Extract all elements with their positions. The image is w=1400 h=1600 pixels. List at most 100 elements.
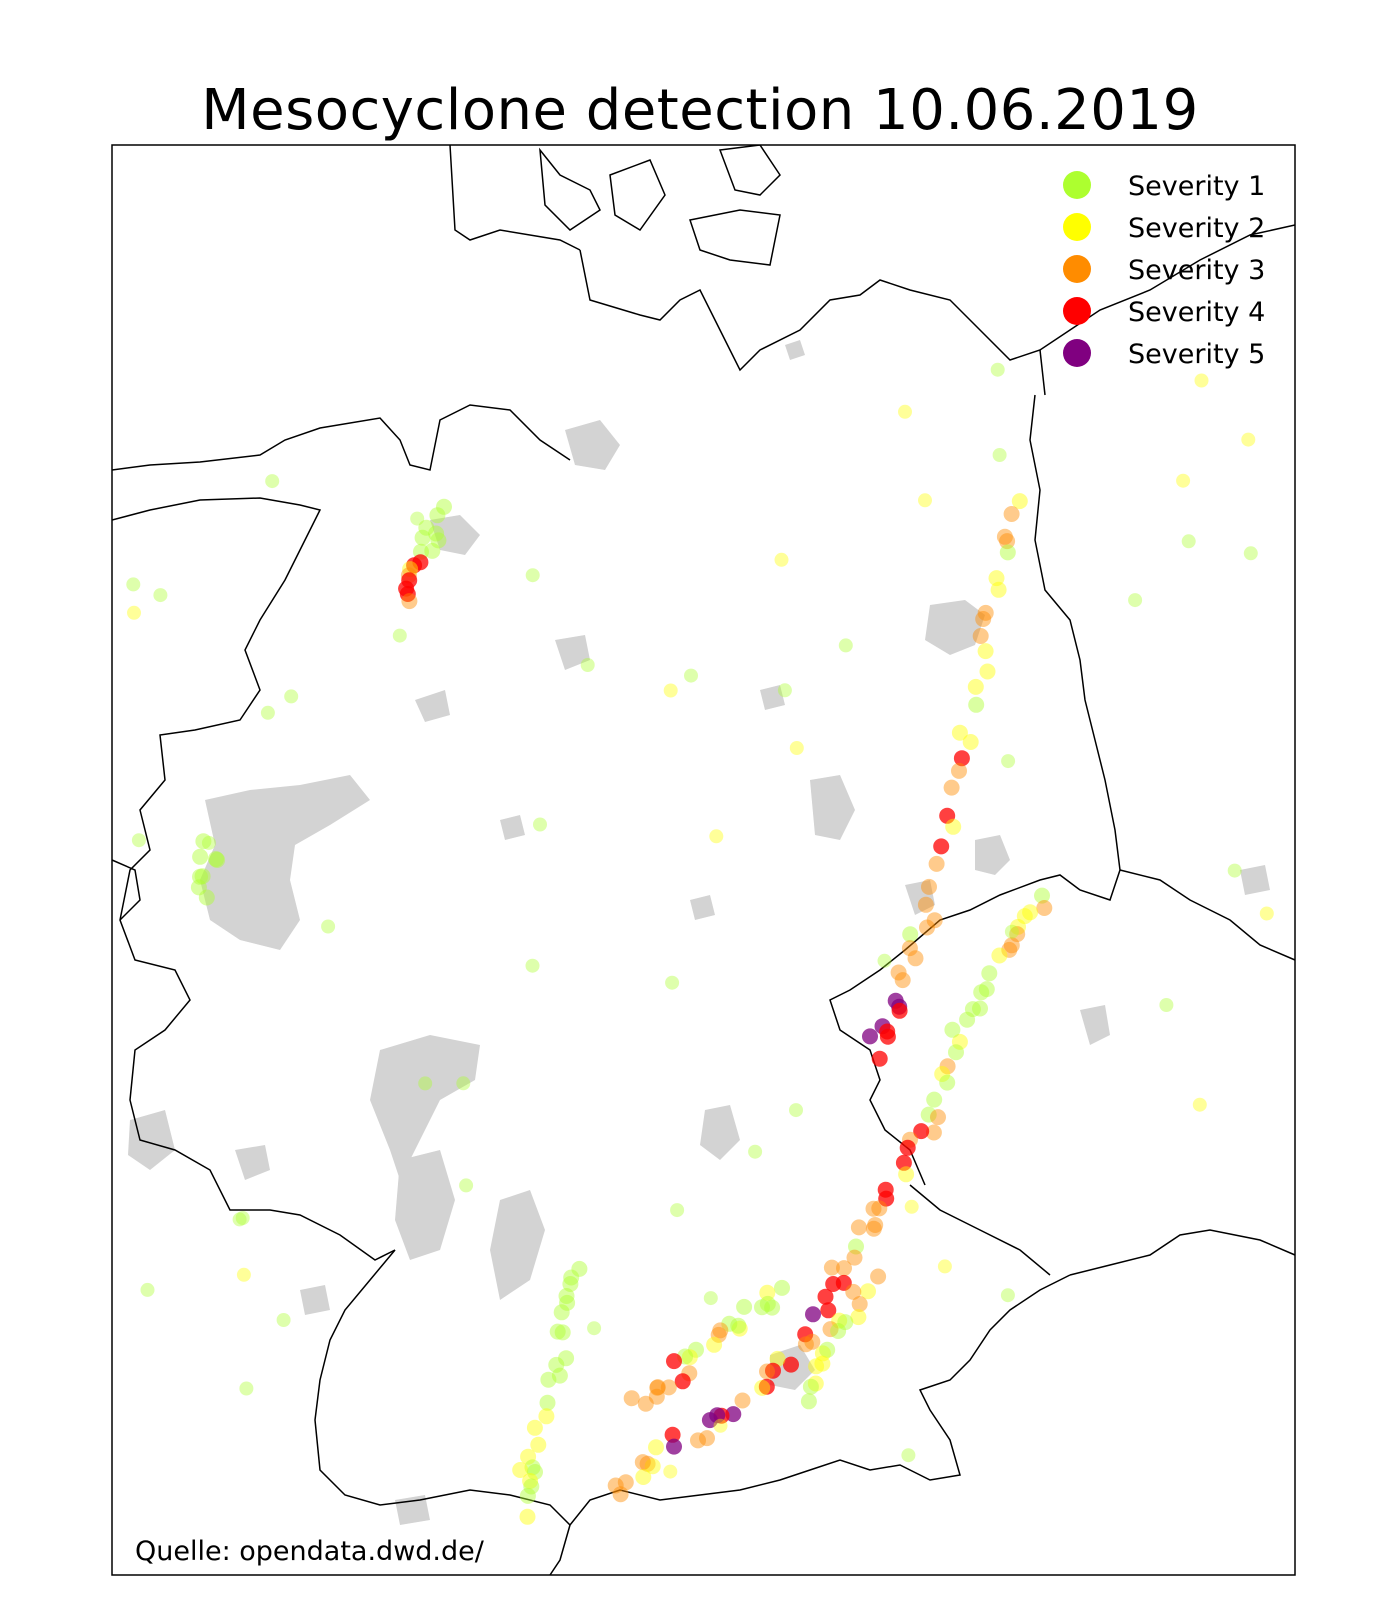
detection-marker: [612, 1486, 629, 1503]
detection-marker: [871, 1200, 888, 1217]
belgium-netherlands-border: [112, 859, 141, 921]
detection-marker: [877, 953, 892, 968]
detection-marker: [920, 1106, 937, 1123]
detection-marker: [967, 678, 984, 695]
detection-marker: [804, 1333, 821, 1350]
detection-marker: [580, 658, 595, 672]
detection-marker: [1128, 593, 1143, 608]
detection-marker: [414, 529, 431, 546]
detection-marker: [774, 1279, 790, 1296]
detection-marker: [644, 1458, 661, 1475]
detection-marker: [666, 1438, 682, 1455]
detection-marker: [825, 1276, 842, 1292]
hamburg-urban-area: [565, 420, 620, 470]
detection-marker: [870, 1268, 887, 1285]
detection-marker: [850, 1219, 867, 1236]
detection-marker: [1003, 937, 1020, 954]
detection-marker: [563, 1269, 580, 1286]
detection-marker: [1016, 908, 1033, 925]
detection-marker: [209, 852, 226, 868]
brussels-urban-area: [128, 1110, 175, 1170]
detection-marker: [992, 448, 1007, 462]
detection-marker: [895, 1154, 912, 1171]
kassel-urban-area: [500, 815, 525, 840]
detection-marker: [991, 947, 1008, 964]
legend-item-severity-4: Severity 4: [1063, 297, 1265, 328]
legend-item-severity-5: Severity 5: [1063, 339, 1265, 370]
detection-marker: [201, 835, 216, 850]
austria-czech-border: [1069, 1229, 1295, 1276]
detection-marker: [981, 965, 998, 982]
detection-marker: [820, 1302, 837, 1319]
detection-marker: [968, 696, 985, 713]
detection-marker: [721, 1315, 738, 1332]
detection-marker: [777, 683, 792, 698]
detection-marker: [822, 1321, 839, 1338]
detection-marker: [663, 1464, 678, 1479]
detection-marker: [670, 1203, 685, 1218]
detection-marker: [814, 1345, 831, 1362]
detection-marker: [1181, 534, 1196, 549]
detection-marker: [830, 1323, 847, 1339]
chemnitz-urban-area: [905, 880, 935, 915]
detection-marker: [725, 1406, 742, 1423]
detection-marker: [943, 779, 960, 796]
detection-marker: [1001, 941, 1018, 958]
detection-marker: [392, 628, 407, 643]
detection-marker: [926, 1091, 943, 1108]
detection-marker: [917, 896, 934, 913]
detection-marker: [131, 833, 146, 848]
legend-marker-severity-3: [1063, 255, 1091, 283]
detection-marker: [663, 683, 678, 698]
swiss-lower-border: [549, 1524, 571, 1575]
detection-marker: [891, 1002, 908, 1019]
detection-marker: [558, 1288, 575, 1304]
detection-marker: [208, 851, 224, 867]
eastern-border-germany: [829, 394, 1121, 1186]
detection-marker: [649, 1379, 666, 1396]
detection-marker: [939, 807, 956, 824]
detection-marker: [808, 1358, 825, 1375]
danish-border: [449, 145, 581, 251]
detection-marker: [926, 912, 943, 929]
detection-marker: [549, 1323, 566, 1340]
detection-marker: [436, 498, 452, 515]
detection-marker: [660, 1379, 677, 1396]
detection-marker: [153, 588, 168, 603]
bremen-urban-area: [430, 515, 480, 555]
detection-marker: [127, 605, 141, 620]
detection-marker: [758, 1378, 775, 1395]
detection-marker: [665, 975, 680, 990]
detection-marker: [459, 1178, 474, 1193]
detection-marker: [850, 1309, 867, 1326]
poland-border-north: [1039, 349, 1046, 396]
detection-marker: [520, 1448, 537, 1465]
detection-marker: [734, 1392, 751, 1409]
prague-urban-area: [1080, 1005, 1110, 1045]
detection-marker: [519, 1487, 536, 1504]
detection-marker: [901, 940, 918, 957]
detection-marker: [637, 1395, 654, 1412]
detection-marker: [538, 1408, 555, 1425]
detection-marker: [837, 1314, 854, 1331]
detection-marker: [878, 1190, 895, 1207]
detection-marker: [709, 829, 724, 844]
erfurt-urban-area: [690, 895, 715, 920]
czech-border: [909, 1184, 1051, 1276]
detection-marker: [648, 1439, 664, 1456]
detection-marker: [845, 1283, 862, 1300]
czech-eastern-border: [1119, 869, 1295, 961]
detection-marker: [951, 1033, 968, 1050]
detection-marker: [418, 519, 435, 536]
legend-label-severity-5: Severity 5: [1128, 339, 1265, 370]
detection-marker: [894, 972, 911, 989]
detection-marker: [731, 1320, 748, 1337]
detection-marker: [265, 474, 280, 489]
detection-marker: [540, 1371, 557, 1388]
legend-label-severity-4: Severity 4: [1128, 297, 1265, 328]
detection-marker: [666, 1353, 682, 1370]
legend-marker-severity-2: [1063, 213, 1091, 241]
detection-marker: [1034, 887, 1050, 904]
detection-marker: [928, 855, 945, 872]
mesocyclone-detections: [126, 362, 1274, 1525]
